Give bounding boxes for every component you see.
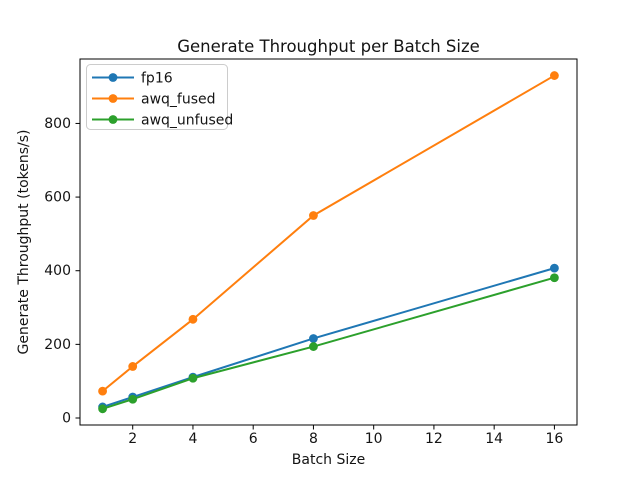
data-point-awq_unfused-4 <box>188 373 198 383</box>
legend-box <box>86 64 228 130</box>
plot-area: 2 4 6 8 10 12 14 16 0 200 400 600 800 fp16 awq_fusedaw… <box>44 58 578 447</box>
x-tick-label: 6 <box>249 431 258 447</box>
legend-marker-fp16 <box>108 73 118 82</box>
y-axis-label: Generate Throughput (tokens/s) <box>16 130 32 355</box>
data-point-awq_fused-2 <box>128 362 138 371</box>
data-point-awq_fused-16 <box>550 71 559 80</box>
legend-label-fp16: fp16 <box>141 70 173 86</box>
x-tick-label: 2 <box>128 431 137 447</box>
data-point-awq_fused-4 <box>188 314 198 324</box>
x-tick-label: 16 <box>545 431 563 447</box>
legend-marker-awq_fused <box>108 94 118 103</box>
x-tick-label: 4 <box>188 431 197 447</box>
legend-label-awq_unfused: awq_unfused <box>141 112 233 128</box>
chart-title: Generate Throughput per Batch Size <box>177 37 480 56</box>
data-point-awq_unfused-1 <box>98 404 107 414</box>
legend-marker-awq_unfused <box>108 115 118 124</box>
legend: fp16 awq_fused awq_unfused <box>86 64 233 130</box>
data-point-fp16-8 <box>309 334 318 343</box>
y-tick-label: 400 <box>44 263 71 279</box>
y-tick-label: 600 <box>44 190 71 206</box>
data-point-fp16-16 <box>550 263 559 273</box>
x-tick-label: 8 <box>309 431 318 447</box>
data-point-awq_unfused-8 <box>309 342 318 351</box>
y-tick-label: 0 <box>62 411 71 427</box>
x-tick-label: 12 <box>425 431 443 447</box>
y-tick-label: 800 <box>44 116 71 132</box>
data-point-awq_unfused-16 <box>550 273 559 283</box>
y-tick-label: 200 <box>44 337 71 353</box>
data-point-awq_fused-1 <box>98 386 107 396</box>
x-axis-label: Batch Size <box>292 452 365 468</box>
x-tick-label: 10 <box>365 431 383 447</box>
legend-label-awq_fused: awq_fused <box>141 91 216 107</box>
data-point-awq_unfused-2 <box>128 394 138 404</box>
data-point-awq_fused-8 <box>309 211 318 220</box>
x-tick-label: 14 <box>485 431 503 447</box>
